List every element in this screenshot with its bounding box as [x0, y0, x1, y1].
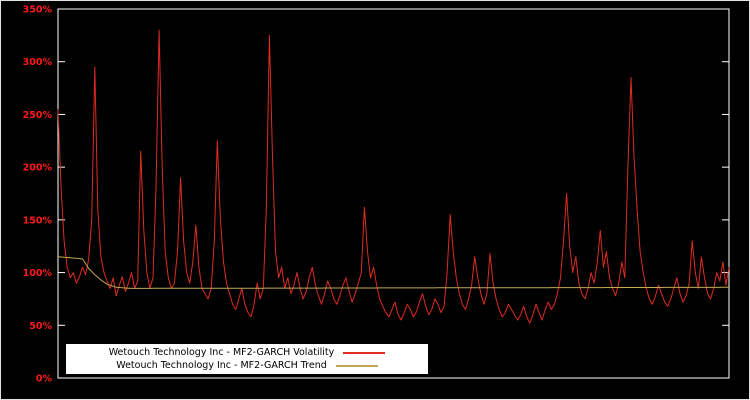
legend-label-volatility: Wetouch Technology Inc - MF2-GARCH Volat… [108, 347, 335, 358]
trend-line [57, 256, 729, 289]
legend-line-sample-volatility [343, 351, 386, 354]
y-tick-label: 150% [23, 215, 53, 226]
volatility-line [57, 29, 730, 324]
legend-item-volatility: Wetouch Technology Inc - MF2-GARCH Volat… [66, 346, 428, 359]
legend-label-trend: Wetouch Technology Inc - MF2-GARCH Trend [116, 360, 327, 371]
y-tick-label: 350% [23, 5, 53, 16]
y-tick-label: 250% [23, 110, 53, 121]
y-tick-label: 50% [29, 321, 52, 332]
y-tick-label: 0% [36, 374, 53, 385]
legend: Wetouch Technology Inc - MF2-GARCH Volat… [66, 344, 428, 374]
y-tick-label: 200% [23, 163, 53, 174]
plot-frame [57, 8, 730, 379]
y-tick-label: 100% [23, 268, 53, 279]
legend-item-trend: Wetouch Technology Inc - MF2-GARCH Trend [66, 359, 428, 372]
legend-line-sample-trend [335, 364, 378, 367]
y-tick-label: 300% [23, 57, 53, 68]
